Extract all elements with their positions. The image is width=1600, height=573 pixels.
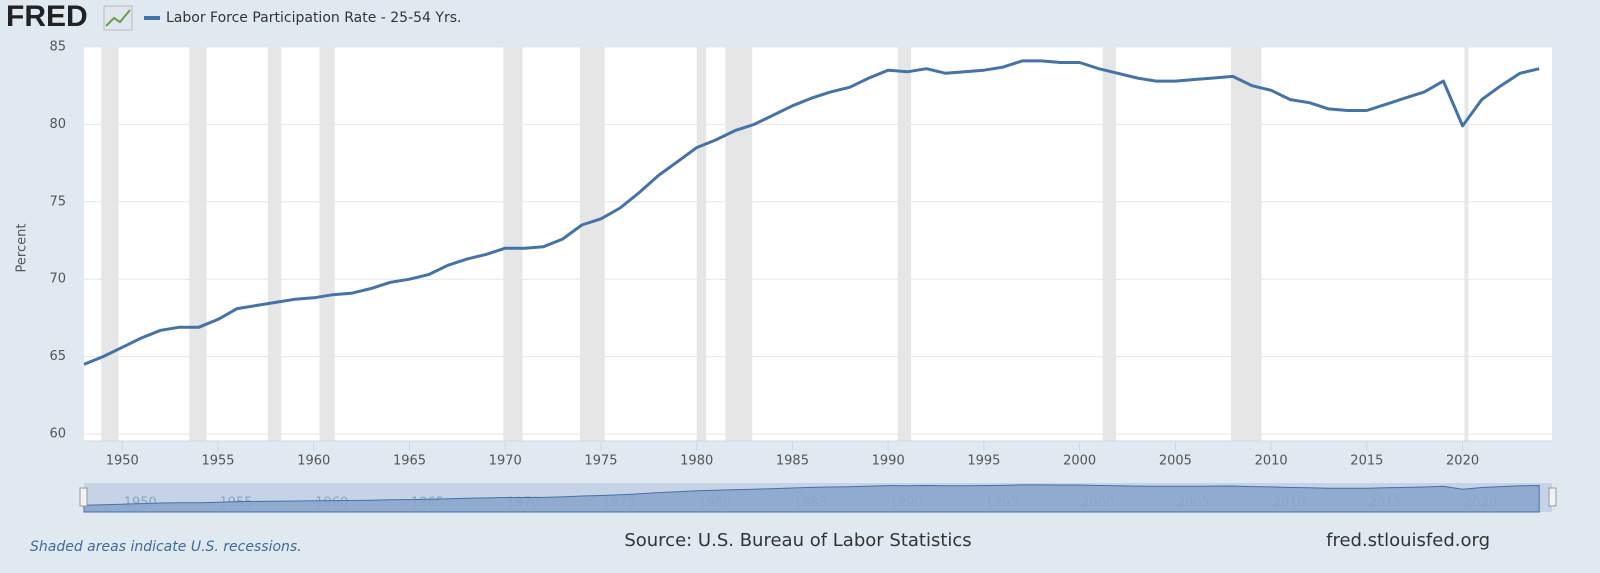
x-tick-label: 1995 [967, 454, 1000, 469]
y-tick-label: 80 [49, 117, 66, 132]
x-tick-label: 1985 [776, 454, 809, 469]
source: Source: U.S. Bureau of Labor Statistics [624, 530, 971, 551]
logo-icon [103, 5, 133, 31]
recession-band [319, 47, 335, 441]
x-tick-label: 1955 [201, 454, 234, 469]
recession-band [101, 47, 119, 441]
x-tick-label: 2020 [1446, 454, 1479, 469]
x-tick-label: 1965 [393, 454, 426, 469]
y-tick-label: 70 [49, 272, 66, 287]
x-tick-label: 1970 [489, 454, 522, 469]
logo-icon-line [105, 9, 131, 27]
note: Shaded areas indicate U.S. recessions. [30, 539, 302, 555]
recession-band [579, 47, 605, 441]
recession-band [1230, 47, 1262, 441]
navigator-area [83, 484, 1540, 513]
x-tick-label: 1960 [297, 454, 330, 469]
x-tick-label: 2000 [1063, 454, 1096, 469]
x-tick-label: 1990 [872, 454, 905, 469]
y-tick-label: 75 [49, 194, 66, 209]
x-tick-label: 2005 [1159, 454, 1192, 469]
y-tick-label: 65 [49, 349, 66, 364]
series-line [83, 59, 1540, 366]
y-tick-label: 85 [49, 40, 66, 55]
navigator-handle[interactable] [1548, 487, 1557, 507]
legend-label: Labor Force Participation Rate - 25-54 Y… [166, 10, 461, 26]
x-tick-label: 1950 [106, 454, 139, 469]
logo: FRED [6, 0, 88, 33]
x-tick-label: 1980 [680, 454, 713, 469]
y-axis-label: Percent [15, 224, 30, 273]
recession-band [725, 47, 753, 441]
recession-band [1102, 47, 1117, 441]
x-tick-label: 1975 [584, 454, 617, 469]
site-url[interactable]: fred.stlouisfed.org [1326, 530, 1490, 551]
recession-band [897, 47, 912, 441]
navigator-handle[interactable] [79, 487, 88, 507]
plot-area [84, 47, 1552, 441]
recession-band [696, 47, 707, 441]
recession-band [503, 47, 523, 441]
recession-band [1464, 47, 1469, 441]
y-tick-label: 60 [49, 427, 66, 442]
x-tick-label: 2015 [1350, 454, 1383, 469]
recession-band [267, 47, 282, 441]
recession-band [189, 47, 207, 441]
x-tick-label: 2010 [1255, 454, 1288, 469]
